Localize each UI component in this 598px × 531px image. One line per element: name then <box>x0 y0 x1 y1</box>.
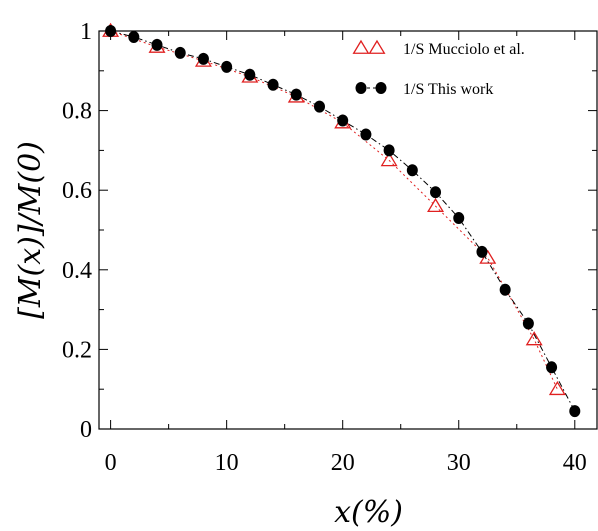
data-point-circle <box>174 46 186 59</box>
data-point-circle <box>105 25 117 37</box>
series-lines <box>110 30 576 412</box>
x-axis-ticks: 0 10 20 30 40 <box>105 31 587 476</box>
data-point-circle <box>337 114 349 127</box>
data-point-circle <box>383 144 395 157</box>
legend: 1/S Mucciolo et al. 1/S This work <box>352 39 525 98</box>
series-marks <box>102 22 581 418</box>
data-point-circle <box>267 78 279 91</box>
data-point-triangle <box>525 331 543 346</box>
y-tick-label: 0.6 <box>62 178 92 204</box>
data-point-circle <box>453 212 465 225</box>
data-point-circle <box>221 60 233 73</box>
x-axis-label: x(%) <box>334 495 403 530</box>
y-tick-label: 1 <box>80 19 92 45</box>
x-tick-label: 20 <box>331 450 355 476</box>
data-point-triangle <box>427 197 445 213</box>
data-point-triangle <box>380 152 398 167</box>
data-point-circle <box>360 128 372 141</box>
legend-circle-marker <box>375 82 387 94</box>
data-point-circle <box>430 186 442 199</box>
data-point-triangle <box>548 380 566 396</box>
data-point-circle <box>197 52 209 65</box>
series-line-1 <box>110 30 576 412</box>
data-point-circle <box>406 164 418 177</box>
x-tick-label: 40 <box>563 450 587 476</box>
x-tick-label: 0 <box>105 450 117 476</box>
data-point-circle <box>128 30 140 43</box>
y-axis-ticks: 0 0.2 0.4 0.6 0.8 1 <box>62 19 597 443</box>
y-tick-label: 0.4 <box>62 258 92 284</box>
data-point-circle <box>546 361 558 374</box>
y-tick-label: 0.8 <box>62 99 92 125</box>
x-tick-label: 10 <box>215 450 239 476</box>
legend-triangle-marker <box>368 39 386 54</box>
data-point-circle <box>476 245 488 258</box>
legend-triangle-marker <box>352 39 370 54</box>
x-tick-label: 30 <box>447 450 471 476</box>
data-point-circle <box>569 405 581 418</box>
data-point-circle <box>499 283 511 296</box>
plot-border <box>98 30 598 430</box>
plot-frame <box>98 30 598 430</box>
y-tick-label: 0 <box>80 417 92 443</box>
y-axis-label: [M(x)]/M(0) <box>13 141 48 319</box>
data-point-circle <box>290 88 302 101</box>
legend-label-mucciolo: 1/S Mucciolo et al. <box>403 41 525 58</box>
data-point-circle <box>244 68 256 81</box>
y-tick-label: 0.2 <box>62 337 92 363</box>
data-point-circle <box>522 317 534 330</box>
data-point-circle <box>313 100 325 113</box>
legend-circle-marker <box>355 82 367 94</box>
data-point-circle <box>151 38 163 51</box>
legend-label-this-work: 1/S This work <box>403 81 493 98</box>
